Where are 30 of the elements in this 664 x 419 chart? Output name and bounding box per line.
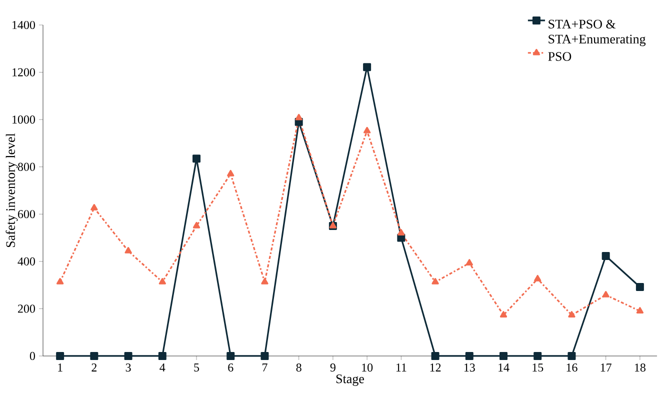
y-tick-label: 0 <box>30 352 36 360</box>
x-tick-label: 10 <box>362 364 373 372</box>
x-tick-label: 17 <box>600 364 612 372</box>
x-tick-label: 9 <box>330 364 336 372</box>
x-tick-label: 3 <box>126 364 131 372</box>
x-tick-label: 2 <box>92 364 97 372</box>
x-tick-label: 6 <box>228 364 234 372</box>
y-tick-label: 1200 <box>12 68 36 76</box>
legend-label: PSO <box>548 52 572 61</box>
x-tick-label: 7 <box>262 364 268 372</box>
y-tick-label: 1400 <box>12 20 36 30</box>
y-tick-label: 400 <box>18 257 36 266</box>
y-tick-label: 600 <box>18 210 36 218</box>
x-tick-label: 11 <box>396 364 406 372</box>
x-tick-label: 13 <box>464 364 475 372</box>
x-tick-label: 1 <box>58 364 62 372</box>
x-tick-label: 8 <box>296 364 302 372</box>
x-tick-label: 16 <box>566 364 578 372</box>
legend-label: STA+PSO & STA+Enumerating <box>548 20 646 46</box>
x-axis-title: Stage <box>336 374 364 386</box>
x-tick-label: 15 <box>532 364 544 372</box>
x-tick-label: 5 <box>194 364 200 372</box>
y-tick-label: 800 <box>18 162 36 171</box>
x-tick-label: 12 <box>430 364 441 372</box>
x-tick-label: 4 <box>160 364 166 372</box>
x-tick-label: 18 <box>634 364 646 372</box>
y-tick-label: 200 <box>18 304 36 313</box>
x-tick-label: 14 <box>498 364 510 372</box>
y-axis-title: Safety inventory level <box>6 133 18 248</box>
y-tick-label: 1000 <box>12 116 36 124</box>
